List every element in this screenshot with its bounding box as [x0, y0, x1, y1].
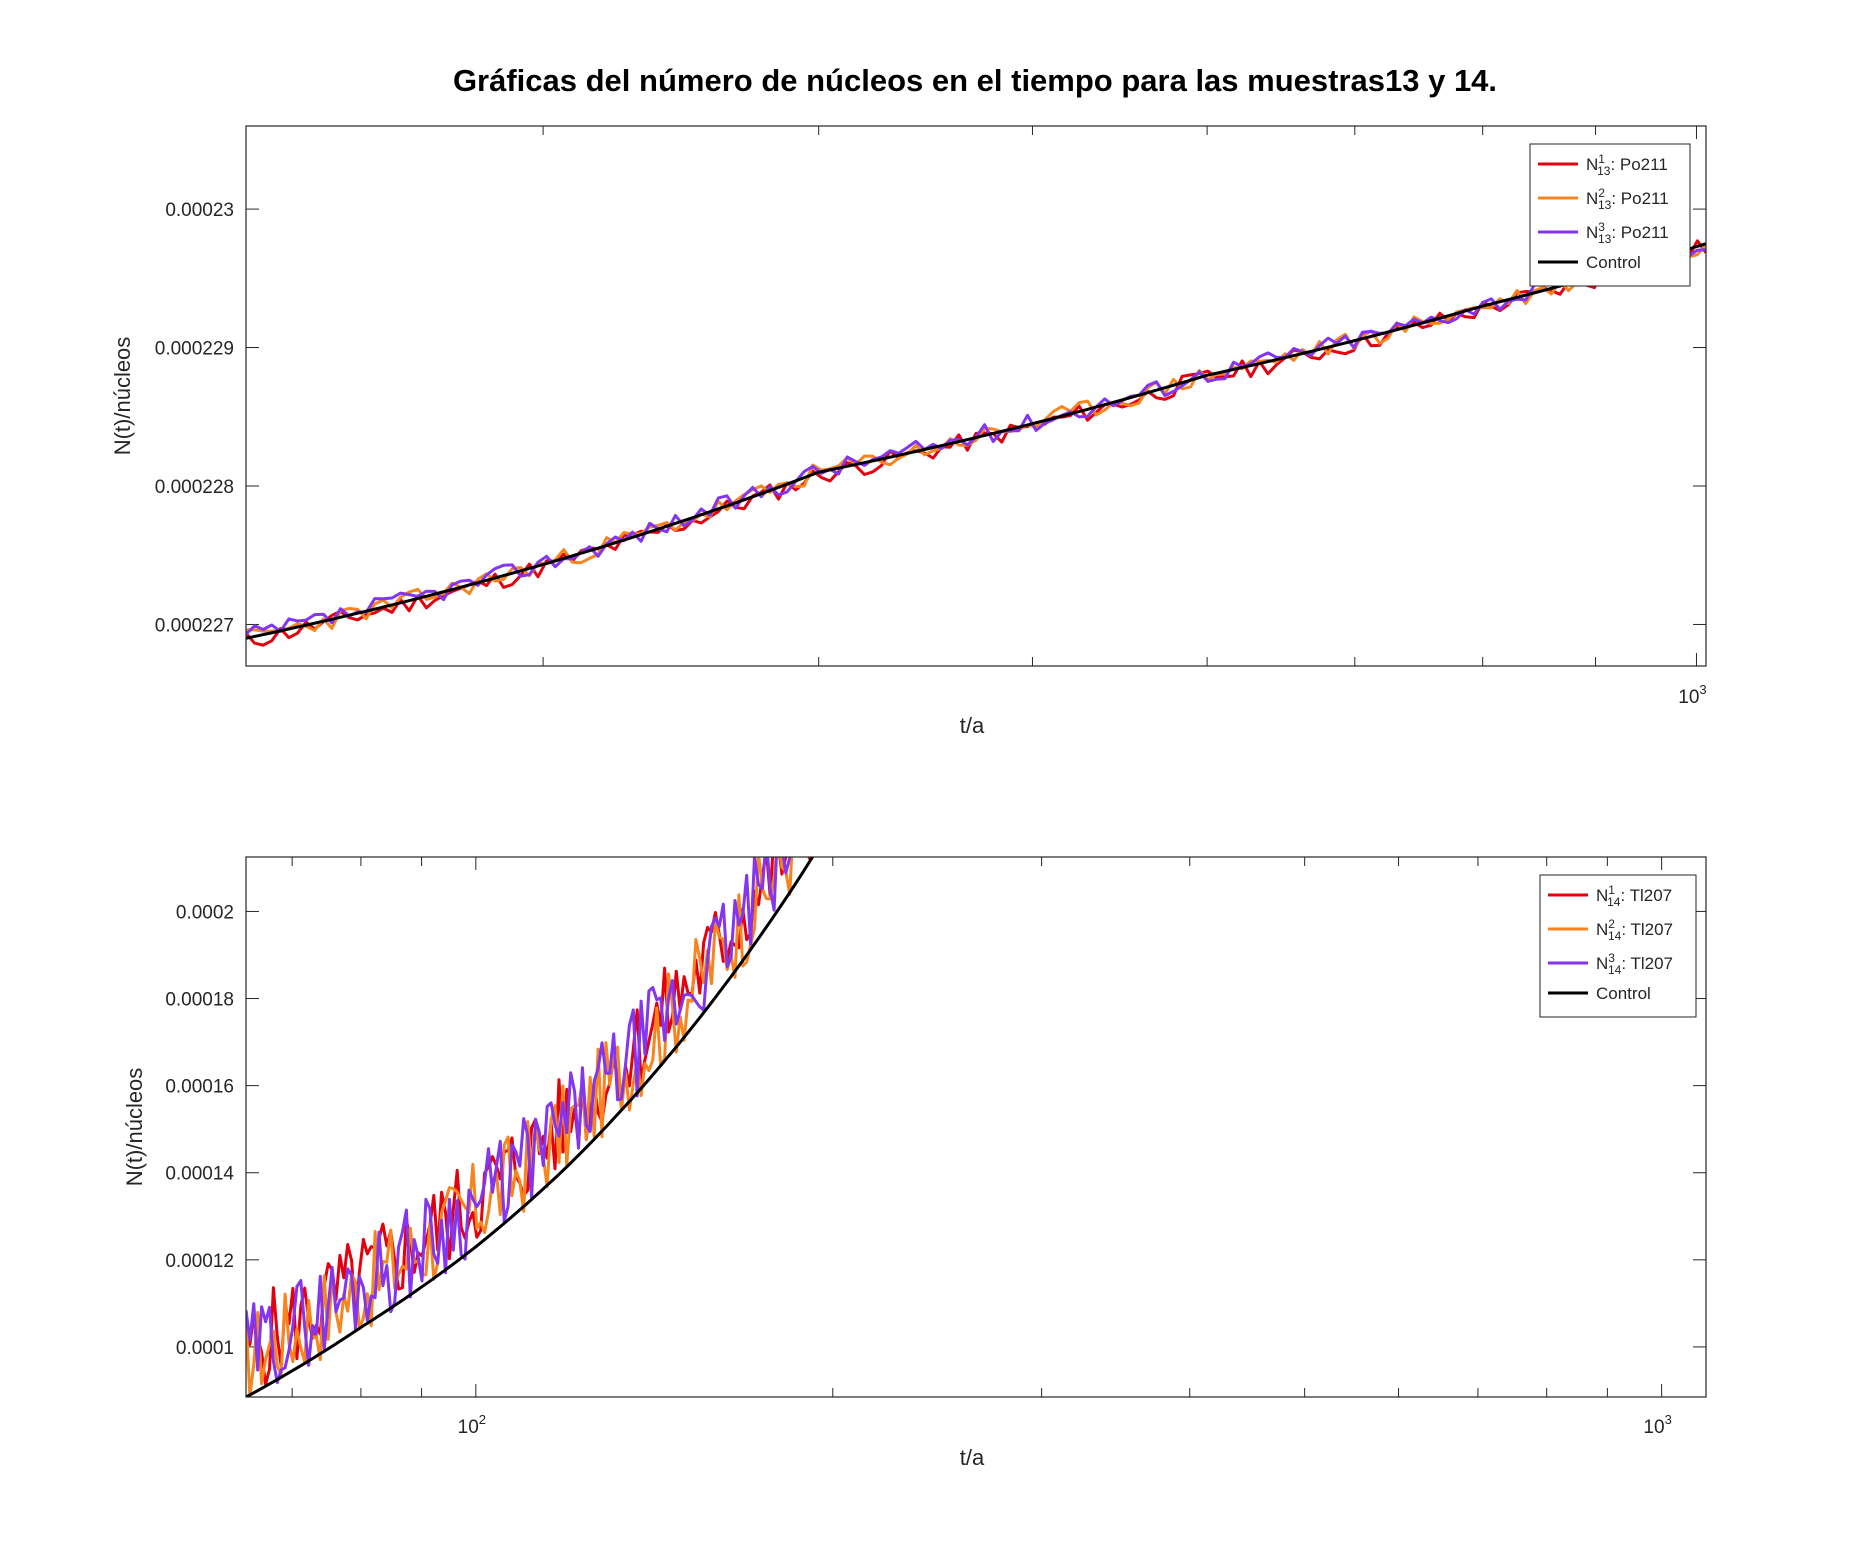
y-tick-label: 0.0001: [176, 1338, 234, 1359]
x-tick-label: 102: [458, 1412, 486, 1438]
plot-area: [246, 857, 1706, 1397]
axes-box: [245, 125, 1707, 667]
control-line: [246, 242, 1706, 640]
legend-entry: N2 13: Po211: [1586, 186, 1669, 212]
legend: N1 13: Po211 N2 13: Po211 N3 13: Po211 Control: [1529, 143, 1691, 287]
y-tick-label: 0.000228: [155, 477, 234, 498]
legend-entry: N3 14: Tl207: [1596, 951, 1673, 977]
series-line-1: [246, 239, 1706, 647]
control-line: [246, 857, 815, 1397]
chart-samples-13: 0.000227 0.000228 0.000229 0.00023 103 t/a N(t…: [110, 125, 1707, 738]
legend-entry: N3 13: Po211: [1586, 220, 1669, 246]
y-tick-label: 0.00016: [165, 1077, 234, 1098]
series-line-1: [246, 857, 811, 1386]
legend-entry: N2 14: Tl207: [1596, 917, 1673, 943]
figure-title: Gráficas del número de núcleos en el tie…: [453, 63, 1497, 98]
x-tick-label: 103: [1678, 682, 1706, 708]
y-tick-label: 0.00018: [165, 990, 234, 1011]
y-tick-label: 0.000229: [155, 339, 234, 360]
chart-samples-14: 0.0001 0.00012 0.00014 0.00016 0.00018 0.0002…: [122, 856, 1707, 1470]
y-tick-label: 0.0002: [176, 902, 234, 923]
x-axis-label: t/a: [960, 713, 985, 738]
series-line-3: [246, 857, 792, 1384]
axes-box: [245, 856, 1707, 1398]
legend-entry: N1 14: Tl207: [1596, 883, 1672, 909]
legend-entry: N1 13: Po211: [1586, 152, 1668, 178]
x-axis-label: t/a: [960, 1445, 985, 1470]
legend: N1 14: Tl207 N2 14: Tl207 N3 14: Tl207 Control: [1539, 874, 1697, 1018]
y-tick-label: 0.000227: [155, 615, 234, 636]
y-tick-label: 0.00014: [165, 1164, 234, 1185]
legend-entry-control: Control: [1596, 984, 1651, 1003]
legend-entry-control: Control: [1586, 253, 1641, 272]
y-tick-label: 0.00023: [165, 200, 234, 221]
y-axis-label: N(t)/núcleos: [122, 1068, 147, 1187]
x-tick-label: 103: [1643, 1412, 1671, 1438]
y-axis-label: N(t)/núcleos: [110, 337, 135, 456]
y-tick-label: 0.00012: [165, 1251, 234, 1272]
